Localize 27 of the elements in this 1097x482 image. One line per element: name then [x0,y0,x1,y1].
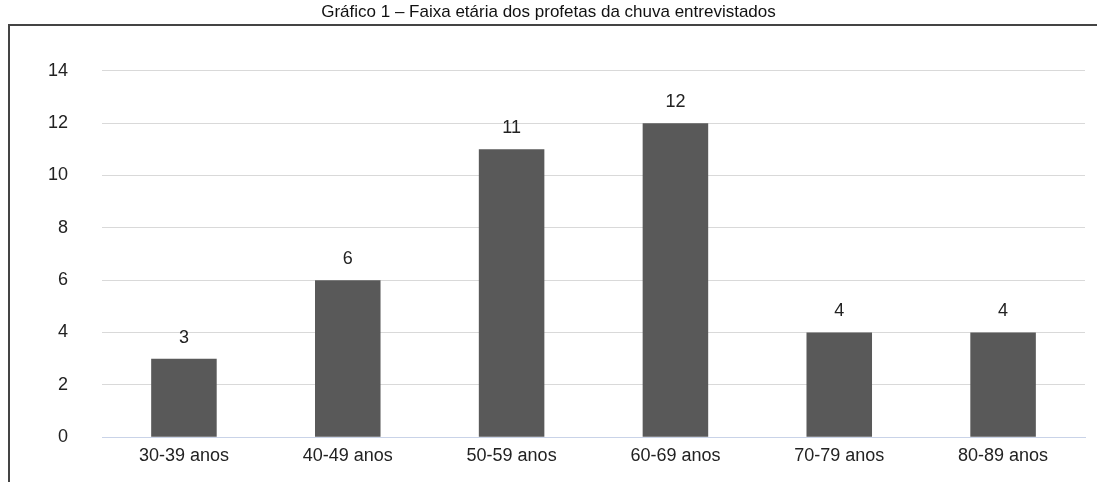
y-tick-label: 8 [58,216,69,237]
y-tick-label: 2 [58,373,69,394]
bar [642,123,709,437]
data-label: 6 [342,248,353,269]
data-label: 3 [178,326,189,347]
bar [970,332,1036,437]
bar [478,149,545,437]
chart-title: Gráfico 1 – Faixa etária dos profetas da chuva entrevistados [320,2,777,22]
y-tick-label: 14 [47,59,69,80]
x-tick-label: 40-49 anos [302,444,393,465]
data-label: 11 [502,117,521,138]
bar [151,358,217,437]
y-tick-label: 12 [47,112,69,133]
x-tick-label: 70-79 anos [794,444,885,465]
y-tick-label: 10 [47,164,69,185]
y-tick-label: 6 [58,269,69,290]
bar [315,280,381,437]
x-tick-label: 60-69 anos [630,444,721,465]
x-tick-label: 30-39 anos [138,444,229,465]
x-tick-label: 50-59 anos [466,444,557,465]
y-tick-label: 0 [58,426,69,447]
x-tick-label: 80-89 anos [958,444,1049,465]
data-label: 4 [998,300,1009,321]
bar [806,332,873,437]
y-tick-label: 4 [58,321,69,342]
data-label: 12 [665,91,686,112]
data-label: 4 [834,300,845,321]
